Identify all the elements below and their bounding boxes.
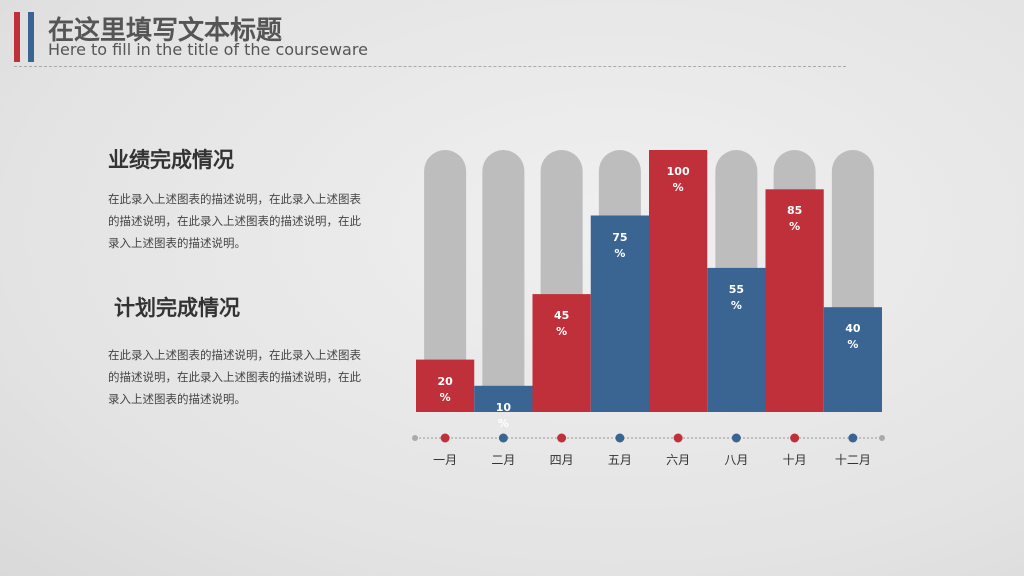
x-tick-label: 四月	[549, 453, 574, 467]
timeline-dot	[440, 433, 450, 443]
bar	[532, 294, 591, 412]
timeline-end	[412, 435, 418, 441]
section-text: 在此录入上述图表的描述说明，在此录入上述图表的描述说明，在此录入上述图表的描述说…	[108, 192, 361, 250]
timeline-dot	[557, 433, 567, 443]
timeline-dot	[673, 433, 683, 443]
timeline-dot	[848, 433, 858, 443]
x-tick-label: 十月	[782, 453, 807, 467]
x-tick-label: 五月	[607, 453, 632, 467]
section-text: 在此录入上述图表的描述说明，在此录入上述图表的描述说明，在此录入上述图表的描述说…	[108, 348, 361, 406]
bar	[823, 307, 882, 412]
subtitle: Here to fill in the title of the coursew…	[48, 40, 368, 59]
bar-track	[482, 150, 525, 413]
bar	[474, 385, 533, 412]
data-label: 10 %	[495, 400, 512, 430]
bar	[765, 189, 824, 412]
section-heading: 业绩完成情况	[108, 148, 234, 172]
bar	[590, 215, 649, 412]
data-label: 45 %	[553, 309, 570, 339]
bar	[707, 267, 766, 412]
accent-blue	[28, 12, 34, 62]
title: 在这里填写文本标题	[48, 16, 283, 46]
timeline-dot	[498, 433, 508, 443]
data-label: 40 %	[845, 322, 861, 352]
data-label: 20 %	[437, 374, 453, 404]
x-tick-label: 一月	[433, 453, 458, 467]
data-label: 100 %	[666, 165, 690, 194]
x-tick-label: 二月	[491, 453, 516, 467]
x-tick-label: 八月	[724, 453, 749, 467]
timeline-end	[879, 435, 885, 441]
timeline-dot	[731, 433, 741, 443]
data-label: 85 %	[786, 204, 803, 234]
timeline-dot	[615, 433, 625, 443]
section-heading: 计划完成情况	[114, 296, 240, 320]
data-label: 75 %	[612, 230, 628, 260]
bar	[416, 359, 475, 412]
divider	[14, 66, 846, 67]
x-tick-label: 六月	[666, 453, 691, 467]
bar	[649, 150, 708, 412]
data-label: 55 %	[728, 282, 745, 312]
accent-red	[14, 12, 20, 62]
bar-track	[424, 150, 467, 413]
x-tick-label: 十二月	[834, 453, 871, 467]
timeline-dot	[790, 433, 800, 443]
